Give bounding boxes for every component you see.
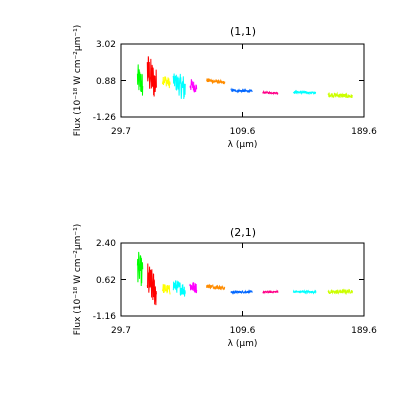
series-layer xyxy=(136,251,353,306)
spectrum-segment-1 xyxy=(136,64,144,96)
spectrum-segment-2 xyxy=(146,263,157,306)
y-ticks: 3.02 0.88 -1.26 xyxy=(93,40,364,123)
x-tick-label: 109.6 xyxy=(230,326,256,336)
x-tick-label: 189.6 xyxy=(351,326,377,336)
spectrum-segment-9 xyxy=(292,289,317,295)
y-ticks: 2.40 0.62 -1.16 xyxy=(93,239,364,322)
spectrum-segment-8 xyxy=(262,289,279,295)
x-axis-label: λ (μm) xyxy=(228,339,258,349)
x-tick-label: 29.7 xyxy=(111,326,131,336)
spectrum-segment-6 xyxy=(206,78,226,85)
chart-title: (1,1) xyxy=(230,25,256,38)
x-ticks: 29.7 109.6 189.6 xyxy=(111,44,377,137)
y-tick-label: 3.02 xyxy=(96,40,116,50)
series-layer xyxy=(136,56,353,99)
chart-title: (2,1) xyxy=(230,226,256,239)
plot-frame xyxy=(120,43,365,118)
spectrum-segment-1 xyxy=(136,251,144,287)
panel-1-1: (1,1) 3.02 0.88 -1.26 29.7 109.6 189.6 λ… xyxy=(73,25,377,150)
spectrum-segment-3 xyxy=(161,76,171,89)
y-tick-label: -1.16 xyxy=(93,312,117,322)
spectrum-segment-8 xyxy=(262,89,279,96)
y-axis-label: Flux (10⁻¹⁸ W cm⁻²μm⁻¹) xyxy=(73,25,83,137)
spectrum-segment-7 xyxy=(230,87,253,94)
y-tick-label: 0.62 xyxy=(96,276,116,286)
plot-frame xyxy=(120,242,365,317)
panel-2-1: (2,1) 2.40 0.62 -1.16 29.7 109.6 189.6 λ… xyxy=(73,224,377,349)
x-tick-label: 189.6 xyxy=(351,127,377,137)
spectrum-segment-3 xyxy=(161,283,171,295)
spectrum-segment-2 xyxy=(146,56,157,97)
y-tick-label: 0.88 xyxy=(96,77,116,87)
x-axis-label: λ (μm) xyxy=(228,140,258,150)
spectrum-segment-10 xyxy=(327,91,353,99)
spectrum-segment-5 xyxy=(189,79,198,93)
spectrum-segment-4 xyxy=(172,280,186,297)
x-tick-label: 29.7 xyxy=(111,127,131,137)
spectrum-segment-7 xyxy=(230,289,253,295)
spectrum-segment-6 xyxy=(206,283,226,291)
y-tick-label: -1.26 xyxy=(93,113,117,123)
x-tick-label: 109.6 xyxy=(230,127,256,137)
spectrum-segment-4 xyxy=(172,73,186,99)
x-ticks: 29.7 109.6 189.6 xyxy=(111,243,377,336)
spectrum-segment-10 xyxy=(327,288,353,296)
y-axis-label: Flux (10⁻¹⁸ W cm⁻²μm⁻¹) xyxy=(73,224,83,336)
spectrum-segment-9 xyxy=(292,89,317,96)
y-tick-label: 2.40 xyxy=(96,239,116,249)
spectrum-segment-5 xyxy=(189,282,198,294)
